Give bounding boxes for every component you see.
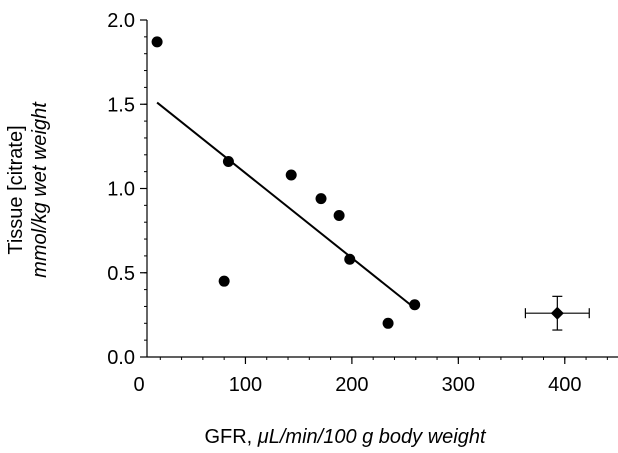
- regression-line-group: [156, 101, 416, 309]
- y-axis-label-line1: Tissue [citrate]: [5, 125, 27, 254]
- regression-line: [156, 101, 416, 309]
- x-tick-label: 300: [442, 374, 475, 396]
- y-tick-label: 2.0: [107, 10, 135, 32]
- y-tick-label: 0.0: [107, 347, 135, 369]
- data-point: [333, 209, 345, 221]
- data-point: [222, 156, 234, 168]
- x-tick-label: 400: [548, 374, 581, 396]
- data-point-diamond: [550, 306, 564, 320]
- data-point: [218, 275, 230, 287]
- data-point: [344, 253, 356, 265]
- y-tick-label: 1.0: [107, 179, 135, 201]
- data-point: [151, 36, 163, 48]
- x-axis-label-units: μL/min/100 g body weight: [257, 426, 487, 448]
- x-axis-label: GFR, μL/min/100 g body weight: [204, 426, 487, 448]
- y-tick-label: 1.5: [107, 94, 135, 116]
- data-points: [151, 36, 590, 331]
- x-tick-label: 100: [229, 374, 262, 396]
- y-tick-label: 0.5: [107, 263, 135, 285]
- data-point: [285, 169, 297, 181]
- y-axis-label: Tissue [citrate] mmol/kg wet weight: [5, 101, 51, 278]
- data-point: [315, 193, 327, 205]
- x-axis-label-prefix: GFR,: [204, 426, 257, 448]
- axes: 0.0 0.5 1.0 1.5 2.0 0 100 200 300 400: [107, 10, 618, 396]
- x-tick-label: 0: [133, 374, 144, 396]
- data-point: [409, 299, 421, 311]
- y-axis-label-line2: mmol/kg wet weight: [29, 101, 51, 278]
- x-tick-label: 200: [335, 374, 368, 396]
- data-point: [382, 317, 394, 329]
